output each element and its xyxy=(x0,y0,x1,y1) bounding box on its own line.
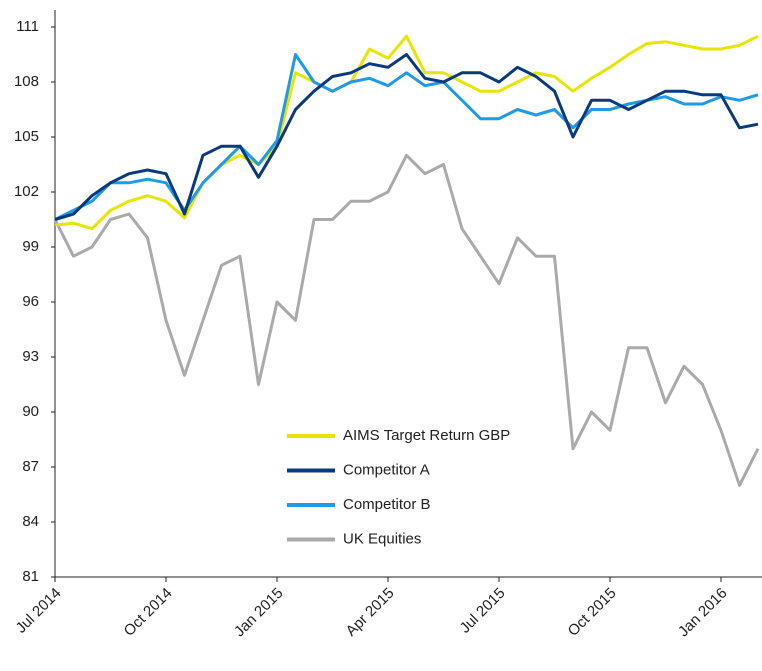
x-tick-label: Jan 2015 xyxy=(231,585,287,641)
y-tick-label: 111 xyxy=(16,18,39,35)
y-tick-label: 105 xyxy=(14,128,39,145)
y-tick-label: 84 xyxy=(22,513,39,530)
series-line xyxy=(53,153,760,487)
legend-label: UK Equities xyxy=(343,530,421,547)
y-tick-label: 99 xyxy=(22,238,39,255)
y-tick-label: 81 xyxy=(22,568,39,585)
x-tick-label: Jul 2014 xyxy=(13,585,65,637)
y-tick-label: 96 xyxy=(22,293,39,310)
x-tick-label: Apr 2015 xyxy=(343,585,398,640)
x-tick-label: Oct 2014 xyxy=(121,585,176,640)
y-tick-label: 87 xyxy=(22,458,39,475)
y-tick-label: 93 xyxy=(22,348,39,365)
y-tick-label: 102 xyxy=(14,183,39,200)
y-tick-label: 108 xyxy=(14,73,39,90)
series-line xyxy=(54,53,759,221)
legend-label: Competitor B xyxy=(343,496,431,513)
series-line xyxy=(54,53,759,221)
x-tick-label: Jan 2016 xyxy=(675,585,731,641)
y-tick-label: 90 xyxy=(22,403,39,420)
legend-label: Competitor A xyxy=(343,461,430,478)
legend-label: AIMS Target Return GBP xyxy=(343,427,510,444)
series-line xyxy=(54,34,759,231)
x-tick-label: Jul 2015 xyxy=(457,585,509,637)
x-tick-label: Oct 2015 xyxy=(565,585,620,640)
